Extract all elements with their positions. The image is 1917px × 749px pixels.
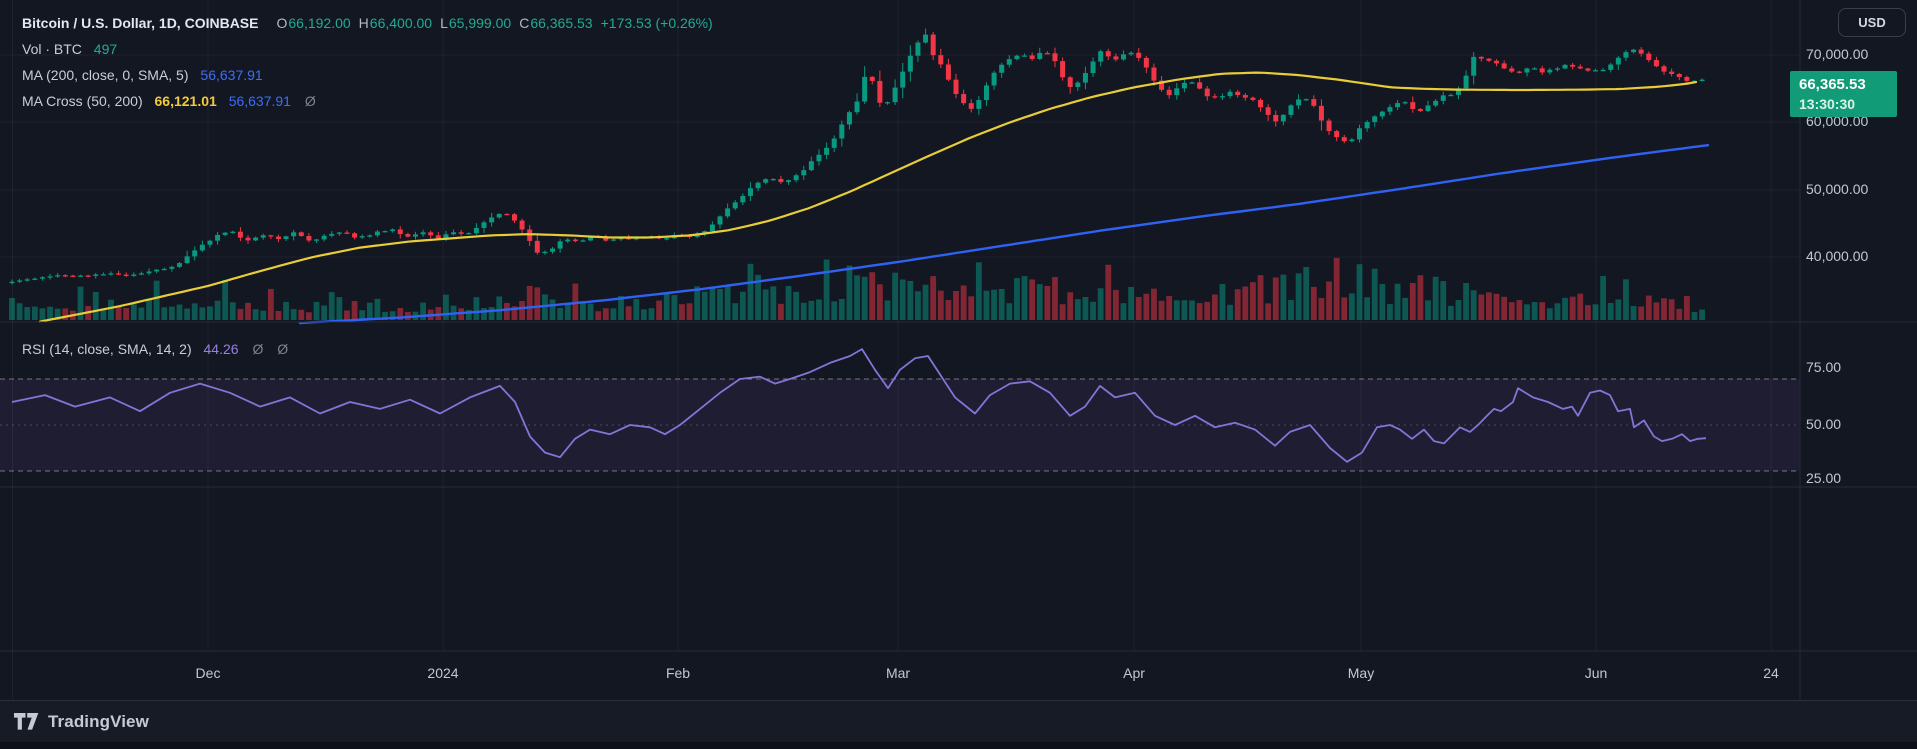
last-price-value: 66,365.53 xyxy=(1799,76,1866,93)
symbol-title: Bitcoin / U.S. Dollar, 1D, COINBASE xyxy=(22,15,259,31)
open-letter: O xyxy=(276,15,288,31)
rsi-value: 44.26 xyxy=(203,341,239,357)
last-price-badge: 66,365.53 13:30:30 xyxy=(1790,71,1897,117)
price-axis-label: 40,000.00 xyxy=(1806,248,1869,264)
bottom-edge-strip xyxy=(0,742,1917,749)
ma-cross-value-50: 66,121.01 xyxy=(154,93,217,109)
time-axis-label: Apr xyxy=(1123,665,1145,681)
rsi-legend-row[interactable]: RSI (14, close, SMA, 14, 2) 44.26 Ø Ø xyxy=(22,338,288,360)
ma200-value: 56,637.91 xyxy=(200,67,263,83)
price-axis-label: 60,000.00 xyxy=(1806,113,1869,129)
time-axis-label: Dec xyxy=(195,665,221,681)
currency-toggle-button[interactable]: USD xyxy=(1838,8,1906,37)
ma-cross-legend-row[interactable]: MA Cross (50, 200) 66,121.01 56,637.91 Ø xyxy=(22,88,713,114)
high-value: 66,400.00 xyxy=(369,15,433,31)
ma200-label: MA (200, close, 0, SMA, 5) xyxy=(22,67,189,83)
high-letter: H xyxy=(358,15,369,31)
bar-countdown-timer: 13:30:30 xyxy=(1799,96,1856,112)
time-axis-label: Feb xyxy=(665,665,691,681)
time-axis-label: May xyxy=(1347,665,1375,681)
ma-cross-value-200: 56,637.91 xyxy=(228,93,291,109)
ma200-legend-row[interactable]: MA (200, close, 0, SMA, 5) 56,637.91 xyxy=(22,62,713,88)
tradingview-footer-bar: TradingView xyxy=(0,700,1917,742)
price-axis-label: 50,000.00 xyxy=(1806,181,1869,197)
ma-cross-ghost-value: Ø xyxy=(304,93,316,109)
pane-left-border xyxy=(12,0,13,700)
open-value: 66,192.00 xyxy=(288,15,351,31)
time-axis-label: 24 xyxy=(1763,665,1779,681)
volume-legend-row[interactable]: Vol · BTC 497 xyxy=(22,36,713,62)
time-axis-label: Jun xyxy=(1584,665,1608,681)
rsi-ghost-value-2: Ø xyxy=(277,341,289,357)
tradingview-wordmark[interactable]: TradingView xyxy=(48,711,149,731)
low-letter: L xyxy=(440,15,448,31)
symbol-legend-row[interactable]: Bitcoin / U.S. Dollar, 1D, COINBASE O66,1… xyxy=(22,10,713,36)
volume-value: 497 xyxy=(93,41,118,57)
close-value: 66,365.53 xyxy=(530,15,593,31)
rsi-axis-label: 25.00 xyxy=(1806,470,1842,486)
close-letter: C xyxy=(519,15,530,31)
time-axis-label: 2024 xyxy=(427,665,459,681)
rsi-axis-label: 50.00 xyxy=(1806,416,1842,432)
price-axis-label: 70,000.00 xyxy=(1806,46,1869,62)
rsi-ghost-value-1: Ø xyxy=(252,341,264,357)
ma-cross-label: MA Cross (50, 200) xyxy=(22,93,143,109)
change-value: +173.53 (+0.26%) xyxy=(600,15,713,31)
main-legend: Bitcoin / U.S. Dollar, 1D, COINBASE O66,1… xyxy=(22,10,713,114)
rsi-label: RSI (14, close, SMA, 14, 2) xyxy=(22,341,192,357)
low-value: 65,999.00 xyxy=(448,15,512,31)
rsi-axis-label: 75.00 xyxy=(1806,359,1842,375)
time-axis-label: Mar xyxy=(885,665,911,681)
volume-label: Vol · BTC xyxy=(22,41,82,57)
tradingview-logo-icon[interactable] xyxy=(14,713,39,730)
